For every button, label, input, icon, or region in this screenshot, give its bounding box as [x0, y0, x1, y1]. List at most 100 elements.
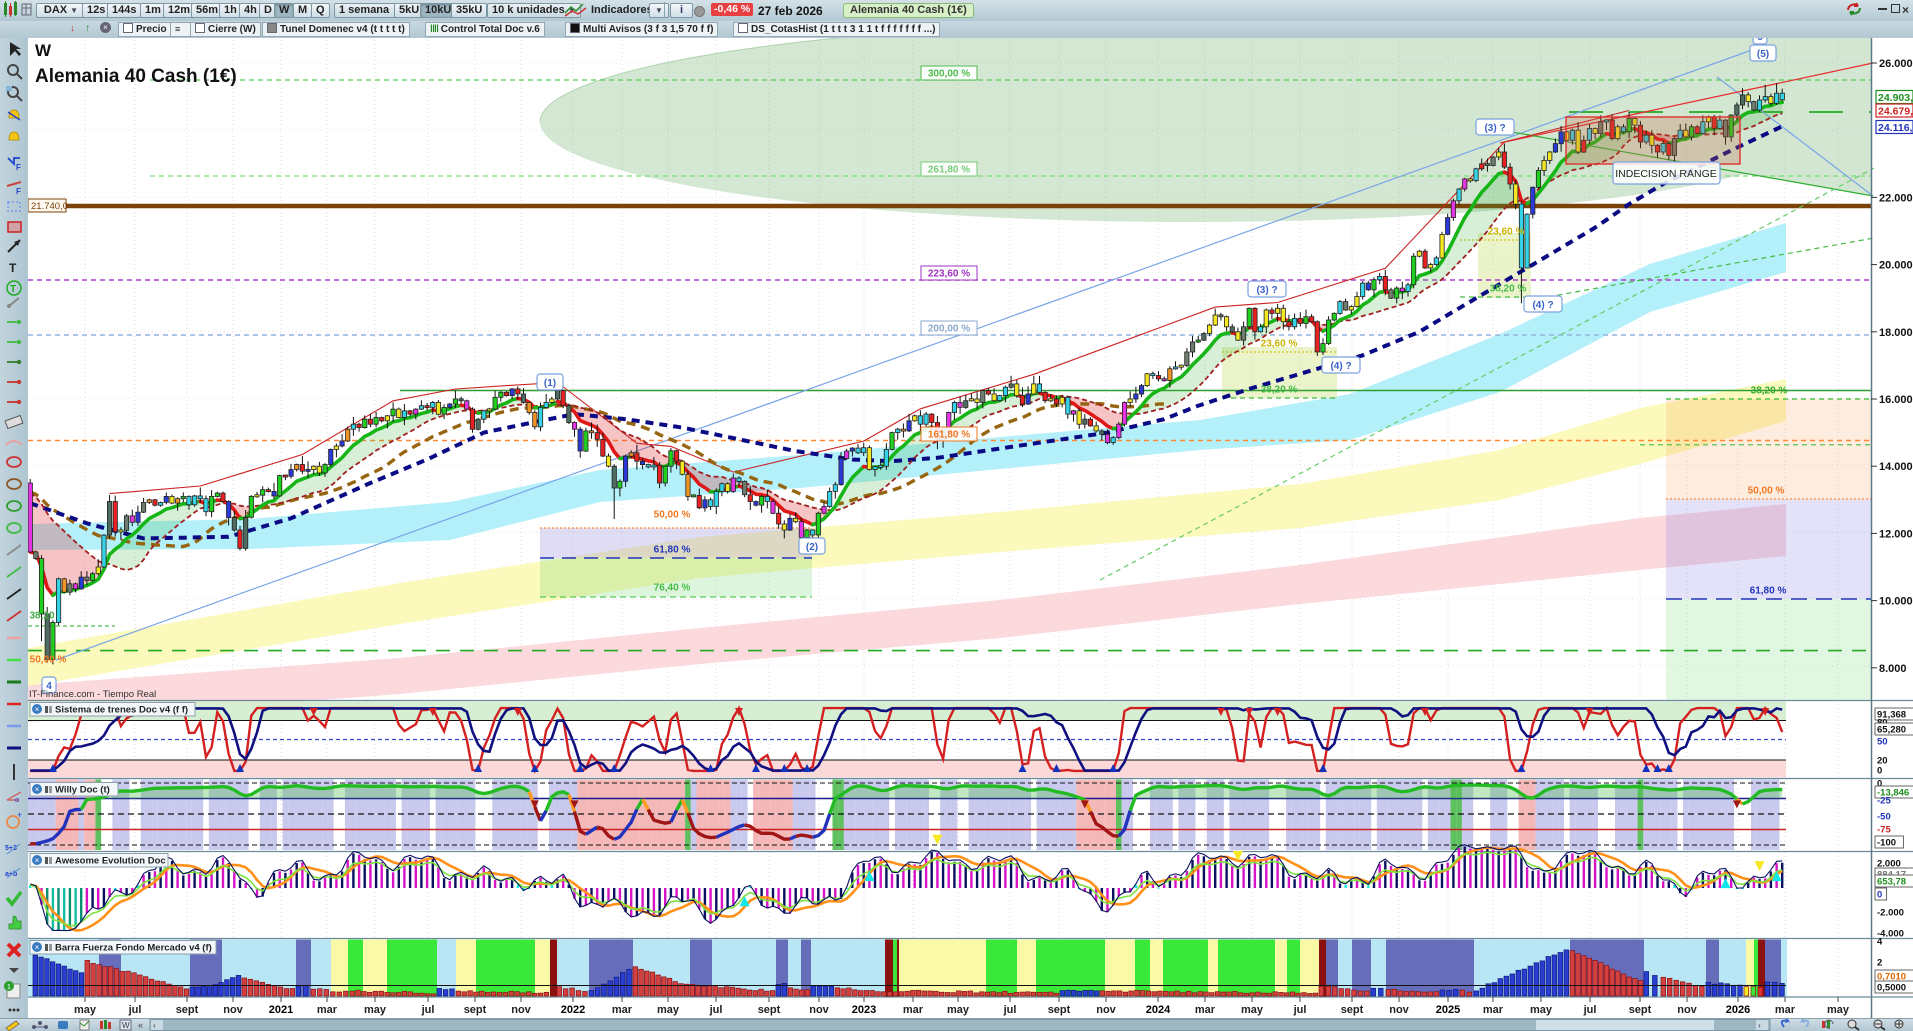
svg-text:200,00 %: 200,00 % — [928, 324, 970, 335]
svg-text:0,7010: 0,7010 — [1877, 972, 1906, 983]
svg-text:nov: nov — [1677, 1004, 1697, 1016]
svg-text:50,00 %: 50,00 % — [30, 655, 67, 666]
svg-text:sept: sept — [1629, 1004, 1652, 1016]
svg-text:×: × — [35, 785, 40, 794]
svg-text:2023: 2023 — [852, 1004, 876, 1016]
svg-text:may: may — [1241, 1004, 1264, 1016]
svg-text:23,60 %: 23,60 % — [1261, 339, 1298, 350]
svg-text:2025: 2025 — [1436, 1004, 1460, 1016]
svg-text:W: W — [35, 41, 52, 60]
svg-text:«: « — [138, 1020, 143, 1030]
svg-text:(1): (1) — [544, 378, 556, 389]
svg-text:5: 5 — [1757, 38, 1763, 43]
svg-text:nov: nov — [223, 1004, 243, 1016]
svg-text:sept: sept — [758, 1004, 781, 1016]
svg-text:F: F — [16, 187, 21, 196]
svg-text:20.000: 20.000 — [1879, 260, 1913, 272]
svg-text:21.740,0: 21.740,0 — [31, 201, 68, 212]
svg-text:-13,846: -13,846 — [1877, 788, 1909, 799]
svg-text:300,00 %: 300,00 % — [928, 69, 970, 80]
svg-text:Sistema de trenes Doc v4 (f f): Sistema de trenes Doc v4 (f f) — [55, 705, 188, 716]
svg-text:Alemania 40 Cash (1€): Alemania 40 Cash (1€) — [35, 66, 237, 87]
svg-text:may: may — [947, 1004, 970, 1016]
svg-text:sept: sept — [176, 1004, 199, 1016]
svg-text:mar: mar — [903, 1004, 924, 1016]
svg-text:W: W — [122, 1021, 130, 1030]
svg-text:(3) ?: (3) ? — [1484, 123, 1505, 134]
svg-text:38,20 %: 38,20 % — [1751, 386, 1788, 397]
svg-text:T: T — [9, 261, 17, 275]
svg-text:4: 4 — [46, 681, 52, 692]
svg-text:may: may — [74, 1004, 97, 1016]
svg-text:(5): (5) — [1757, 49, 1769, 60]
svg-text:0: 0 — [1877, 890, 1882, 901]
svg-text:38,20 %: 38,20 % — [1490, 284, 1527, 295]
svg-text:sept: sept — [1048, 1004, 1071, 1016]
svg-text:65,280: 65,280 — [1877, 725, 1906, 736]
svg-text:(4) ?: (4) ? — [1330, 361, 1351, 372]
svg-text:(3) ?: (3) ? — [1256, 285, 1277, 296]
svg-text:50,00 %: 50,00 % — [654, 510, 691, 521]
svg-text:jul: jul — [128, 1004, 142, 1016]
svg-text:12.000: 12.000 — [1879, 528, 1913, 540]
svg-text:T: T — [10, 284, 16, 295]
svg-text:Willy Doc (t): Willy Doc (t) — [55, 785, 110, 796]
svg-text:Awesome Evolution Doc: Awesome Evolution Doc — [55, 856, 166, 867]
svg-text:×: × — [35, 943, 40, 952]
svg-text:91,368: 91,368 — [1877, 710, 1906, 721]
svg-text:Barra Fuerza Fondo Mercado v4: Barra Fuerza Fondo Mercado v4 (f) — [55, 943, 212, 954]
svg-text:2: 2 — [1877, 958, 1882, 969]
svg-text:×: × — [35, 856, 40, 865]
svg-text:mar: mar — [1195, 1004, 1216, 1016]
svg-text:(4) ?: (4) ? — [1532, 300, 1553, 311]
svg-text:F: F — [16, 163, 21, 172]
svg-text:jul: jul — [421, 1004, 435, 1016]
svg-text:223,60 %: 223,60 % — [928, 269, 970, 280]
svg-text:×: × — [35, 705, 40, 714]
svg-text:may: may — [657, 1004, 680, 1016]
svg-text:may: may — [364, 1004, 387, 1016]
svg-text:76,40 %: 76,40 % — [654, 583, 691, 594]
svg-text:-4.000: -4.000 — [1877, 929, 1904, 940]
svg-text:2022: 2022 — [561, 1004, 585, 1016]
svg-text:0,5000: 0,5000 — [1877, 983, 1906, 994]
svg-text:24.903,1: 24.903,1 — [1878, 92, 1913, 104]
svg-text:0: 0 — [1877, 779, 1882, 790]
svg-text:jul: jul — [709, 1004, 723, 1016]
svg-text:4: 4 — [1877, 937, 1883, 948]
svg-text:sept: sept — [464, 1004, 487, 1016]
svg-text:2021: 2021 — [269, 1004, 293, 1016]
svg-text:20: 20 — [1877, 756, 1888, 767]
svg-text:61,80 %: 61,80 % — [1750, 586, 1787, 597]
svg-text:(2): (2) — [806, 542, 818, 553]
svg-text:22.000: 22.000 — [1879, 192, 1913, 204]
svg-text:mar: mar — [1483, 1004, 1504, 1016]
svg-text:261,80 %: 261,80 % — [928, 165, 970, 176]
svg-text:50: 50 — [1877, 737, 1888, 748]
svg-text:mar: mar — [612, 1004, 633, 1016]
svg-text:2.000: 2.000 — [1877, 859, 1901, 870]
svg-text:-50: -50 — [1877, 812, 1891, 823]
svg-text:14.000: 14.000 — [1879, 461, 1913, 473]
svg-text:2024: 2024 — [1146, 1004, 1171, 1016]
svg-text:61,80 %: 61,80 % — [654, 545, 691, 556]
svg-text:-25: -25 — [1877, 796, 1891, 807]
svg-text:IT-Finance.com - Tiempo Real: IT-Finance.com - Tiempo Real — [29, 689, 156, 700]
svg-text:24.116,2: 24.116,2 — [1878, 122, 1913, 134]
svg-text:161,80 %: 161,80 % — [928, 430, 970, 441]
svg-text:38,20 %: 38,20 % — [1261, 385, 1298, 396]
svg-text:jul: jul — [1583, 1004, 1597, 1016]
svg-text:nov: nov — [1389, 1004, 1409, 1016]
svg-text:-75: -75 — [1877, 825, 1891, 836]
svg-text:nov: nov — [1096, 1004, 1116, 1016]
svg-text:α: α — [15, 797, 19, 804]
svg-text:5+3: 5+3 — [5, 845, 17, 852]
svg-text:18.000: 18.000 — [1879, 327, 1913, 339]
svg-text:653,78: 653,78 — [1877, 877, 1906, 888]
svg-text:+: + — [17, 810, 22, 820]
svg-text:mar: mar — [1775, 1004, 1796, 1016]
svg-text:jul: jul — [1003, 1004, 1017, 1016]
svg-text:0: 0 — [1877, 766, 1882, 777]
svg-text:nov: nov — [511, 1004, 531, 1016]
svg-text:2026: 2026 — [1726, 1004, 1750, 1016]
